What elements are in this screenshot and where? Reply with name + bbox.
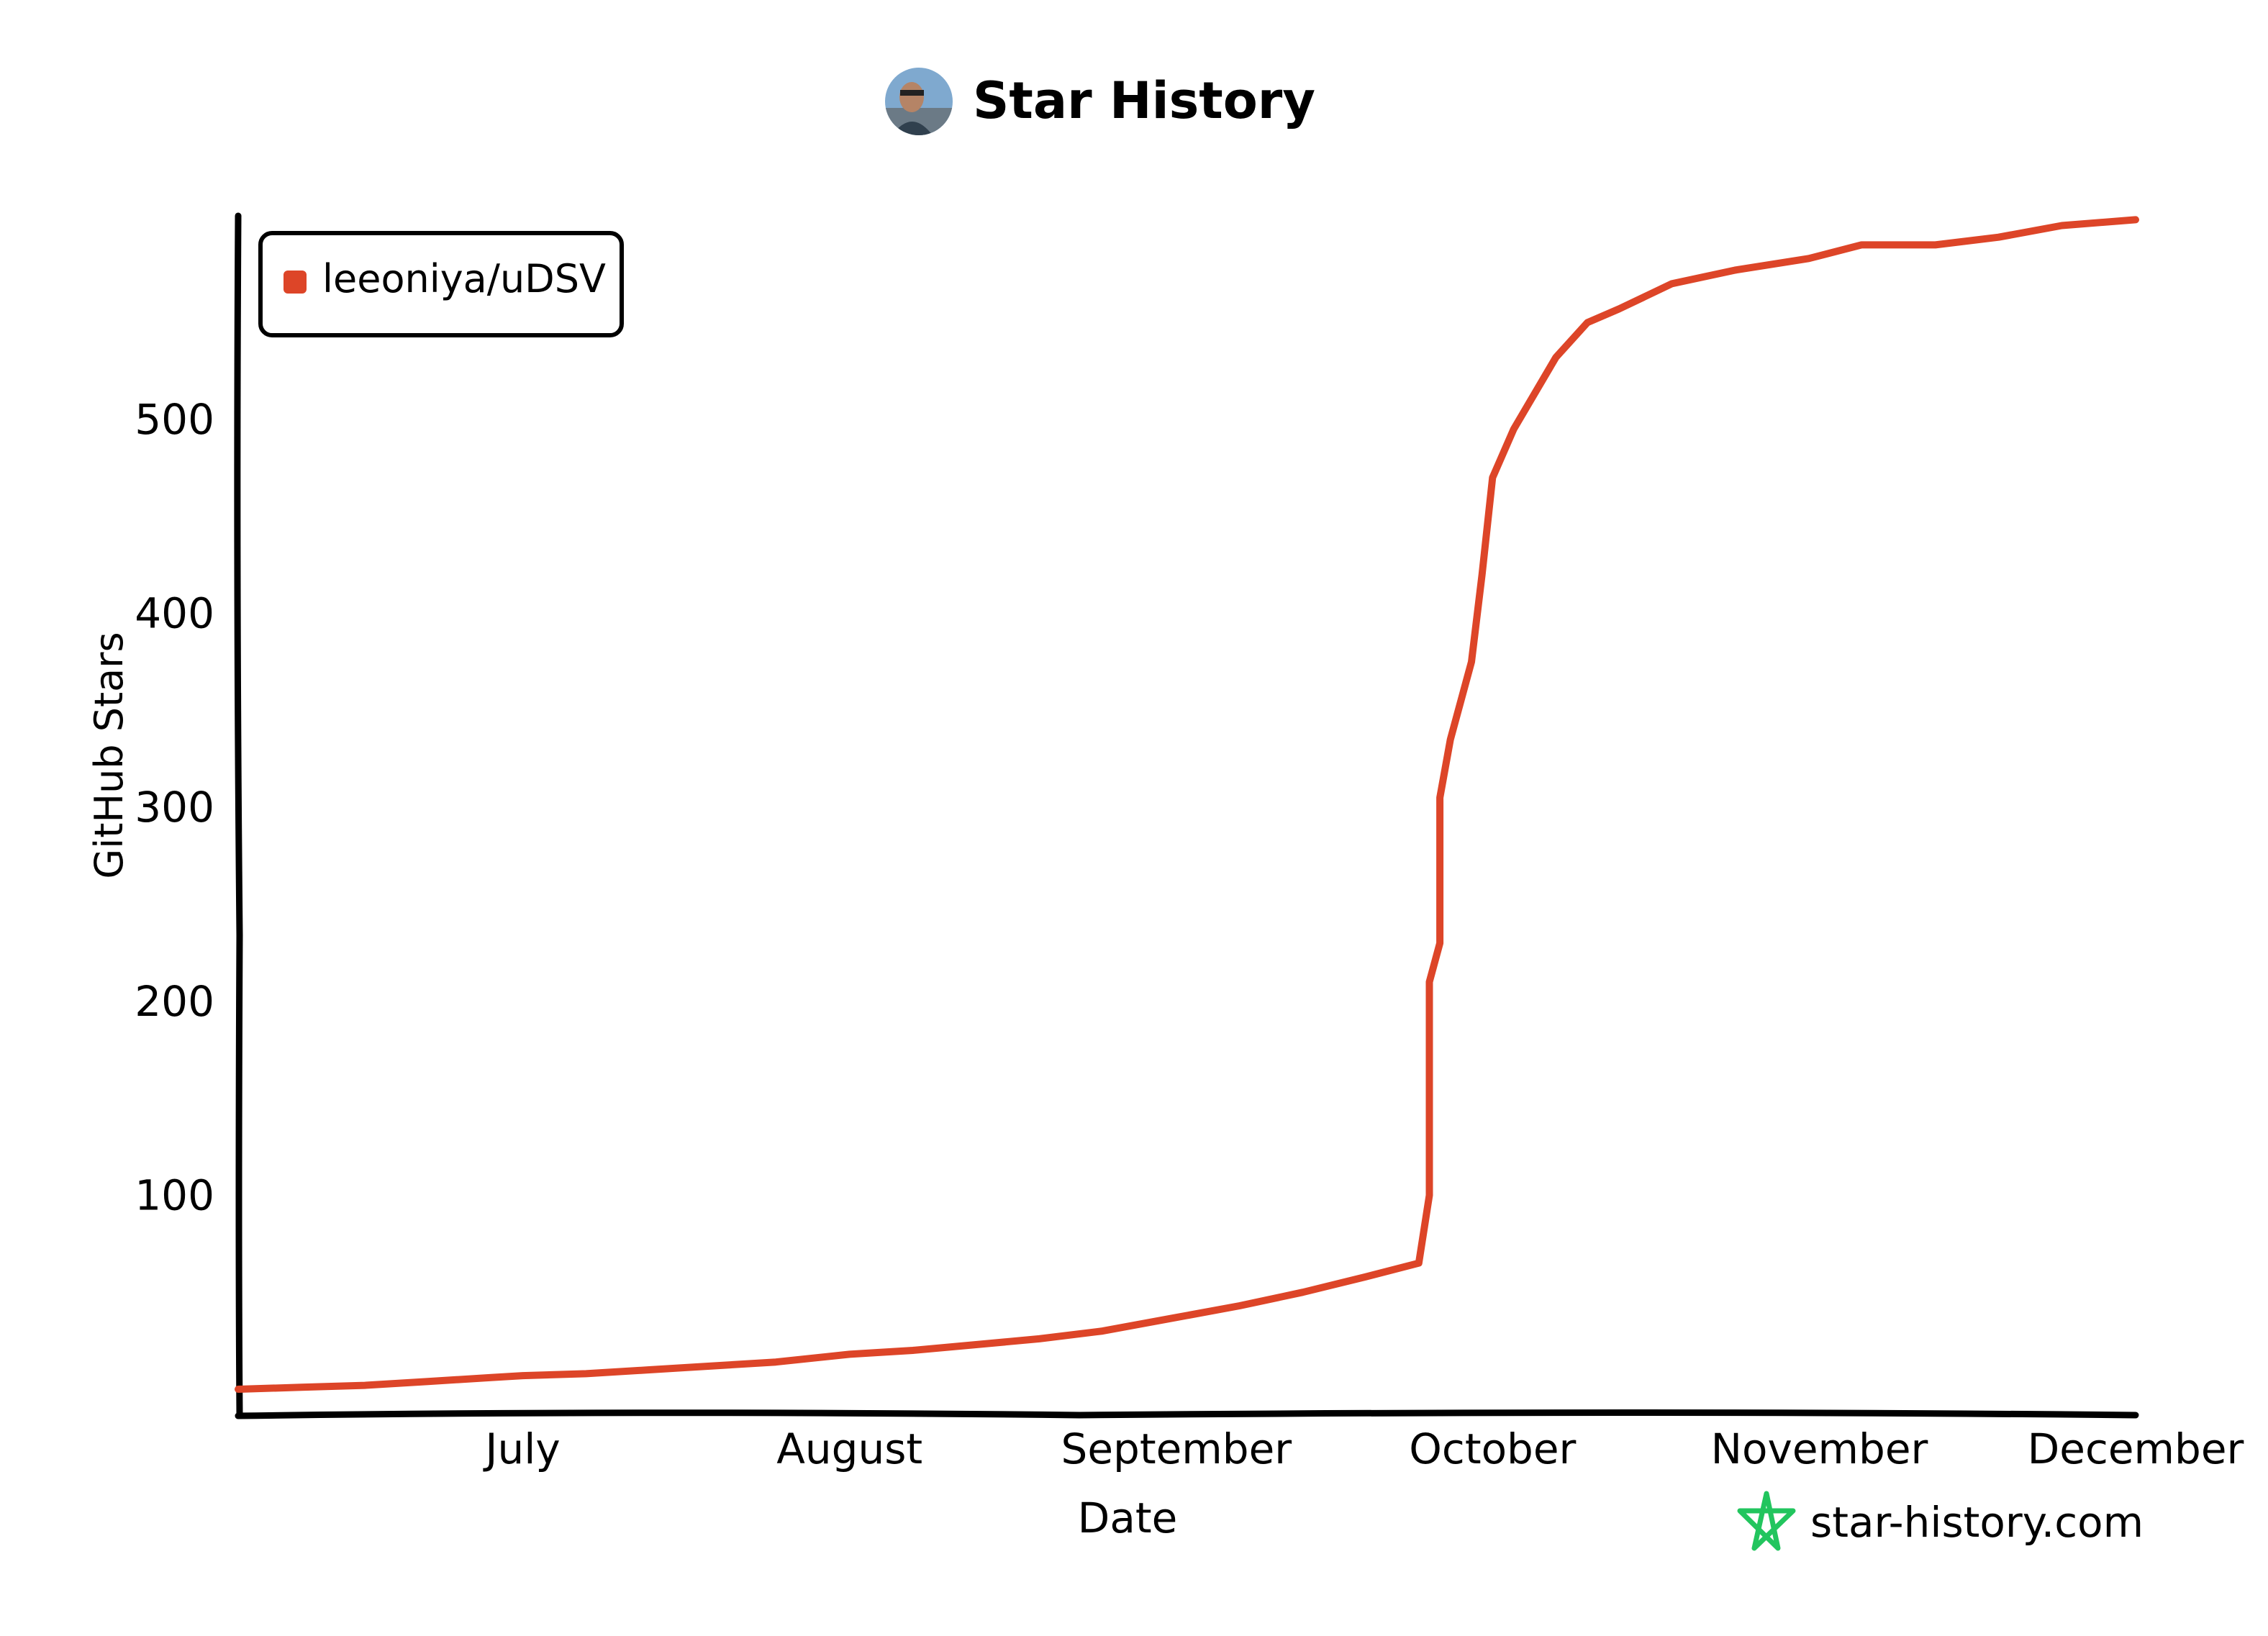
legend-box xyxy=(258,231,624,337)
y-tick-label: 200 xyxy=(135,977,214,1026)
y-tick-label: 300 xyxy=(135,783,214,832)
series-layer xyxy=(235,216,2139,1393)
legend-swatch xyxy=(284,271,307,294)
y-tick-label: 100 xyxy=(135,1171,214,1219)
y-axis-line xyxy=(234,212,243,1418)
x-tick-label: December xyxy=(2028,1424,2244,1473)
axes xyxy=(234,212,2139,1419)
watermark[interactable]: star-history.com xyxy=(1737,1491,2144,1551)
y-tick-label: 400 xyxy=(135,589,214,638)
y-axis-ticks: 100 200 300 400 500 xyxy=(135,395,214,1219)
x-tick-label: September xyxy=(1061,1424,1292,1473)
star-logo-icon xyxy=(1737,1491,1796,1551)
legend: leeoniya/uDSV xyxy=(258,231,624,337)
legend-series-name: leeoniya/uDSV xyxy=(322,256,606,301)
x-tick-label: July xyxy=(483,1424,560,1473)
x-tick-label: November xyxy=(1711,1424,1928,1473)
x-axis-ticks: July August September October November Decemb… xyxy=(483,1424,2244,1473)
user-avatar-icon xyxy=(885,68,953,135)
chart-header: Star History xyxy=(885,68,1315,135)
series-line xyxy=(235,216,2139,1393)
y-tick-label: 500 xyxy=(135,395,214,444)
x-axis-label: Date xyxy=(1078,1494,1178,1542)
x-axis-line xyxy=(235,1409,2139,1419)
y-axis-label: GitHub Stars xyxy=(86,632,132,878)
watermark-text: star-history.com xyxy=(1810,1498,2144,1547)
chart-title: Star History xyxy=(973,71,1315,130)
x-tick-label: October xyxy=(1409,1424,1576,1473)
x-tick-label: August xyxy=(776,1424,922,1473)
